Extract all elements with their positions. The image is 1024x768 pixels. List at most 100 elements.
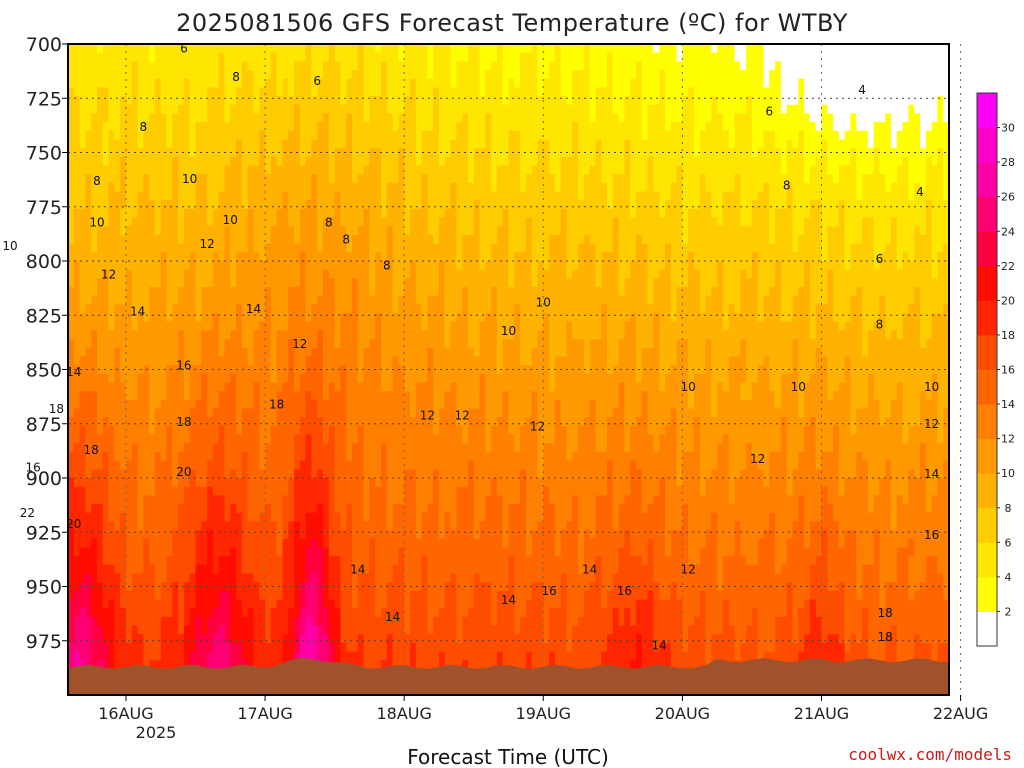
field-cell bbox=[375, 61, 382, 71]
field-cell bbox=[189, 261, 197, 271]
field-cell bbox=[247, 564, 255, 575]
field-cell bbox=[120, 616, 127, 627]
field-cell bbox=[352, 547, 359, 557]
field-cell bbox=[73, 443, 81, 453]
field-cell bbox=[85, 226, 92, 236]
field-cell bbox=[195, 78, 202, 88]
field-cell bbox=[160, 590, 168, 601]
field-cell bbox=[357, 87, 365, 97]
field-cell bbox=[241, 304, 249, 314]
field-cell bbox=[334, 226, 342, 236]
field-cell bbox=[73, 174, 81, 184]
field-cell bbox=[270, 252, 278, 262]
field-cell bbox=[79, 625, 86, 635]
field-cell bbox=[386, 408, 394, 418]
field-cell bbox=[334, 599, 342, 609]
field-cell bbox=[102, 460, 110, 470]
field-cell bbox=[386, 52, 394, 62]
field-cell bbox=[68, 573, 75, 583]
field-cell bbox=[259, 87, 266, 97]
field-cell bbox=[294, 208, 301, 219]
field-cell bbox=[195, 486, 202, 496]
field-cell bbox=[398, 330, 405, 340]
field-cell bbox=[392, 295, 399, 305]
field-cell bbox=[79, 582, 86, 592]
field-cell bbox=[380, 208, 388, 219]
field-cell bbox=[166, 599, 173, 609]
field-cell bbox=[328, 321, 336, 332]
field-cell bbox=[224, 356, 231, 366]
field-cell bbox=[323, 590, 330, 601]
field-cell bbox=[369, 182, 376, 193]
field-cell bbox=[363, 365, 370, 375]
field-cell bbox=[114, 347, 121, 358]
field-cell bbox=[172, 139, 179, 149]
field-cell bbox=[207, 608, 214, 618]
field-cell bbox=[137, 78, 144, 88]
field-cell bbox=[421, 313, 428, 323]
field-cell bbox=[444, 504, 452, 514]
field-cell bbox=[160, 608, 168, 618]
field-cell bbox=[218, 504, 226, 514]
field-cell bbox=[375, 451, 382, 462]
field-cell bbox=[334, 512, 342, 522]
field-cell bbox=[108, 625, 115, 635]
field-cell bbox=[357, 425, 365, 436]
field-cell bbox=[323, 408, 330, 418]
field-cell bbox=[143, 504, 150, 514]
field-cell bbox=[91, 365, 98, 375]
field-cell bbox=[288, 521, 295, 531]
field-cell bbox=[189, 365, 197, 375]
field-cell bbox=[247, 425, 255, 436]
field-cell bbox=[259, 122, 266, 132]
field-cell bbox=[270, 547, 278, 557]
field-cell bbox=[299, 564, 307, 575]
field-cell bbox=[375, 399, 382, 410]
field-cell bbox=[363, 443, 370, 453]
field-cell bbox=[288, 44, 295, 54]
field-cell bbox=[299, 70, 307, 80]
field-cell bbox=[288, 651, 295, 661]
field-cell bbox=[189, 113, 197, 123]
field-cell bbox=[247, 347, 255, 358]
field-cell bbox=[340, 52, 347, 62]
field-cell bbox=[299, 182, 307, 193]
field-cell bbox=[328, 408, 336, 418]
field-cell bbox=[305, 512, 313, 522]
field-cell bbox=[218, 564, 226, 575]
field-cell bbox=[247, 321, 255, 332]
field-cell bbox=[415, 599, 423, 609]
field-cell bbox=[404, 504, 411, 514]
field-cell bbox=[438, 304, 446, 314]
field-cell bbox=[421, 504, 428, 514]
field-cell bbox=[102, 391, 110, 401]
field-cell bbox=[346, 373, 353, 384]
field-cell bbox=[160, 226, 168, 236]
field-cell bbox=[288, 113, 295, 123]
field-cell bbox=[137, 52, 144, 62]
field-cell bbox=[398, 530, 405, 540]
field-cell bbox=[363, 313, 370, 323]
field-cell bbox=[433, 330, 440, 340]
field-cell bbox=[392, 642, 399, 653]
field-cell bbox=[311, 269, 318, 279]
field-cell bbox=[230, 321, 237, 332]
field-cell bbox=[241, 590, 249, 601]
field-cell bbox=[143, 313, 150, 323]
field-cell bbox=[340, 408, 347, 418]
field-cell bbox=[241, 504, 249, 514]
field-cell bbox=[236, 469, 243, 479]
field-cell bbox=[195, 564, 202, 575]
field-cell bbox=[317, 234, 324, 245]
field-cell bbox=[247, 287, 255, 297]
field-cell bbox=[415, 399, 423, 410]
field-cell bbox=[398, 660, 405, 670]
field-cell bbox=[91, 391, 98, 401]
field-cell bbox=[276, 104, 284, 115]
field-cell bbox=[241, 434, 249, 444]
field-cell bbox=[265, 564, 272, 575]
field-cell bbox=[218, 278, 226, 288]
field-cell bbox=[236, 521, 243, 531]
field-cell bbox=[299, 642, 307, 653]
field-cell bbox=[178, 78, 185, 88]
